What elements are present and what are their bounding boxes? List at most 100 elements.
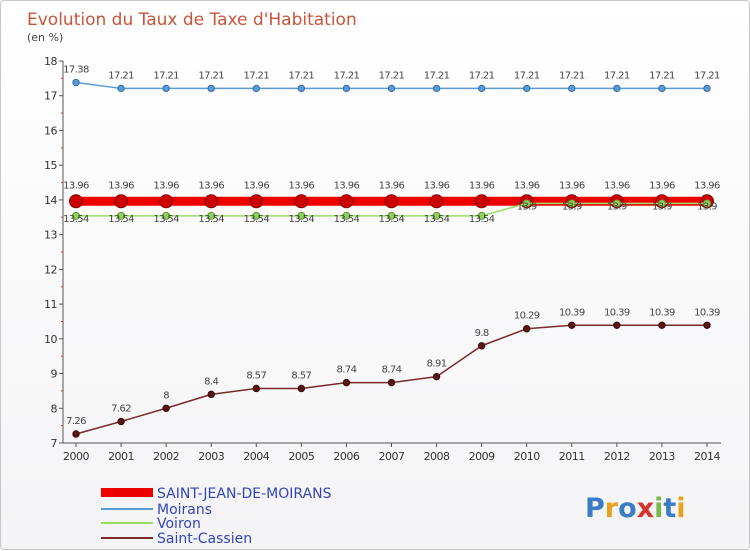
data-label: 13.9 — [607, 201, 627, 212]
data-point — [162, 211, 171, 220]
y-tick-label: 8 — [51, 402, 58, 415]
data-point — [523, 325, 531, 333]
legend-label: Voiron — [157, 516, 201, 532]
data-point — [387, 211, 396, 220]
data-point — [432, 211, 441, 220]
data-label: 13.54 — [63, 214, 89, 225]
logo-letter: x — [637, 493, 654, 524]
data-label: 10.39 — [649, 307, 675, 318]
logo-letter: o — [618, 493, 637, 524]
data-label: 17.21 — [243, 70, 269, 81]
y-tick-label: 13 — [44, 229, 57, 242]
data-label: 13.54 — [198, 214, 224, 225]
data-label: 13.96 — [108, 180, 134, 191]
data-point — [117, 417, 125, 426]
x-tick-label: 2009 — [469, 450, 495, 463]
data-point — [658, 84, 666, 93]
data-point — [162, 84, 170, 93]
data-point — [432, 84, 441, 93]
data-point — [72, 430, 80, 438]
series-moirans: 17.38 17.21 17.21 17.21 17.21 17.21 17.21 17.21… — [63, 65, 721, 93]
x-tick-label: 2013 — [649, 450, 675, 463]
data-label: 13.96 — [559, 180, 585, 191]
legend-label: SAINT-JEAN-DE-MOIRANS — [157, 486, 332, 502]
data-label: 13.96 — [694, 180, 720, 191]
data-label: 8.57 — [246, 370, 266, 381]
data-label: 13.96 — [289, 180, 315, 191]
data-label: 17.38 — [63, 65, 89, 76]
y-tick-label: 10 — [44, 333, 57, 346]
data-point — [474, 194, 489, 209]
data-label: 13.9 — [652, 201, 672, 212]
data-label: 13.96 — [514, 180, 540, 191]
y-tick-label: 12 — [44, 263, 57, 276]
x-tick-label: 2006 — [333, 450, 359, 463]
x-tick-label: 2004 — [243, 450, 269, 463]
data-label: 8.74 — [336, 365, 356, 376]
x-tick-label: 2000 — [63, 450, 89, 463]
data-point — [252, 211, 261, 220]
data-point — [342, 378, 351, 387]
y-tick-label: 16 — [44, 124, 57, 137]
data-point — [252, 384, 260, 393]
legend-swatch — [101, 488, 153, 497]
proxiti-logo: Proxiti — [585, 493, 686, 524]
chart-subtitle: (en %) — [27, 31, 63, 44]
axes: 7 8 9 10 11 12 13 14 15 16 17 18 2000 2001 2002 2003 200… — [44, 55, 721, 463]
data-point — [568, 84, 576, 93]
data-point — [429, 194, 444, 209]
data-label: 13.54 — [153, 214, 179, 225]
data-label: 13.96 — [63, 180, 89, 191]
data-point — [249, 194, 264, 209]
data-point — [204, 194, 219, 209]
legend-item: Voiron — [101, 516, 201, 532]
data-label: 13.96 — [649, 180, 675, 191]
data-label: 17.21 — [108, 70, 134, 81]
y-tick-label: 15 — [44, 159, 57, 172]
data-label: 17.21 — [694, 70, 720, 81]
x-tick-label: 2014 — [694, 450, 720, 463]
data-point — [568, 321, 576, 329]
data-point — [294, 194, 309, 209]
series-layer: 17.38 17.21 17.21 17.21 17.21 17.21 17.21 17.21… — [63, 65, 721, 438]
data-label: 13.9 — [697, 201, 717, 212]
data-point — [72, 78, 80, 87]
x-tick-label: 2011 — [559, 450, 585, 463]
y-tick-label: 9 — [51, 368, 58, 381]
series-voiron: 13.54 13.54 13.54 13.54 13.54 13.54 13.54 13.54… — [63, 199, 718, 225]
data-label: 13.96 — [198, 180, 224, 191]
x-tick-label: 2007 — [379, 450, 405, 463]
data-label: 13.96 — [334, 180, 360, 191]
data-point — [162, 404, 170, 412]
data-point — [339, 194, 354, 209]
legend-label: Saint-Cassien — [157, 531, 252, 547]
data-label: 10.39 — [559, 307, 585, 318]
data-label: 17.21 — [153, 70, 179, 81]
data-point — [703, 199, 711, 208]
data-label: 17.21 — [198, 70, 224, 81]
data-label: 13.54 — [243, 214, 269, 225]
data-label: 17.21 — [469, 70, 495, 81]
data-label: 17.21 — [379, 70, 405, 81]
legend-item: Saint-Cassien — [101, 531, 252, 547]
data-point — [477, 342, 486, 350]
data-point — [703, 321, 711, 329]
data-label: 17.21 — [289, 70, 315, 81]
data-label: 13.96 — [424, 180, 450, 191]
data-point — [69, 194, 83, 209]
data-label: 10.29 — [514, 311, 540, 322]
legend-item: Moirans — [101, 502, 212, 518]
data-point — [658, 321, 666, 329]
svg-text:Proxiti: Proxiti — [585, 493, 686, 524]
data-point — [342, 84, 351, 93]
data-point — [207, 390, 215, 399]
data-label: 10.39 — [604, 307, 630, 318]
data-point — [613, 84, 621, 93]
data-point — [432, 372, 441, 381]
data-label: 7.26 — [66, 416, 86, 427]
data-point — [567, 199, 576, 208]
legend: SAINT-JEAN-DE-MOIRANSMoiransVoironSaint-… — [101, 486, 332, 547]
data-label: 17.21 — [559, 70, 585, 81]
data-point — [72, 211, 80, 220]
data-label: 17.21 — [649, 70, 675, 81]
